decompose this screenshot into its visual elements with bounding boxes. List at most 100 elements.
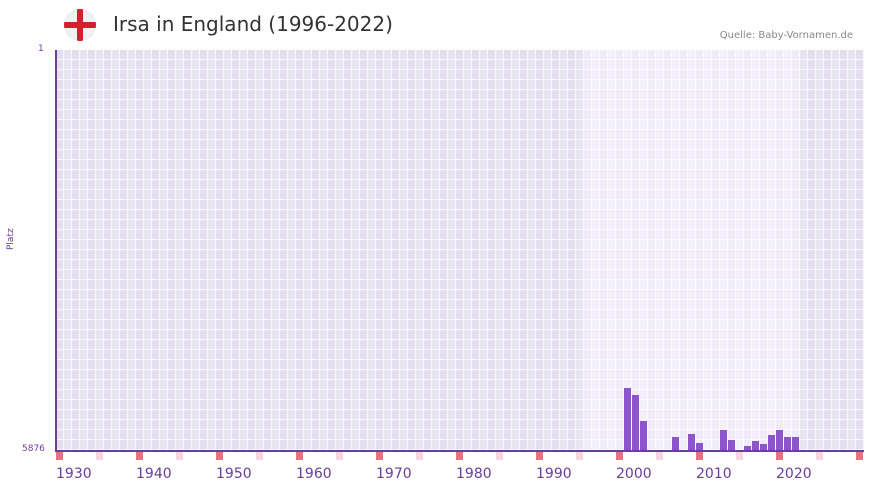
grid-column (544, 50, 552, 450)
grid-column (512, 50, 520, 450)
y-tick-bottom: 5876 (22, 444, 45, 454)
grid-column (272, 50, 280, 450)
half-decade-marker (336, 452, 343, 460)
grid-column (632, 50, 640, 450)
grid-column (232, 50, 240, 450)
bar-2001[interactable] (624, 387, 631, 450)
decade-marker (776, 452, 783, 460)
grid-column (616, 50, 624, 450)
grid-column (376, 50, 384, 450)
half-decade-marker (576, 452, 583, 460)
grid-column (856, 50, 864, 450)
grid-column (392, 50, 400, 450)
grid-column (312, 50, 320, 450)
grid-column (848, 50, 856, 450)
grid-column (184, 50, 192, 450)
grid-column (256, 50, 264, 450)
bar-2009[interactable] (688, 433, 695, 450)
x-tick-label: 1980 (456, 466, 492, 482)
grid-column (192, 50, 200, 450)
grid-column (688, 50, 696, 450)
grid-column (424, 50, 432, 450)
grid-column (248, 50, 256, 450)
grid-column (608, 50, 616, 450)
grid-column (816, 50, 824, 450)
bar-2003[interactable] (640, 420, 647, 450)
grid-column (448, 50, 456, 450)
grid-column (552, 50, 560, 450)
bar-2017[interactable] (752, 440, 759, 450)
grid-column (504, 50, 512, 450)
grid-column (64, 50, 72, 450)
grid-column (264, 50, 272, 450)
grid-column (696, 50, 704, 450)
decade-marker (696, 452, 703, 460)
grid-column (592, 50, 600, 450)
grid-column (440, 50, 448, 450)
grid-column (320, 50, 328, 450)
grid-column (744, 50, 752, 450)
grid-column (288, 50, 296, 450)
bar-2014[interactable] (728, 440, 735, 450)
grid-column (496, 50, 504, 450)
grid-column (352, 50, 360, 450)
grid-column (784, 50, 792, 450)
half-decade-marker (816, 452, 823, 460)
chart-title: Irsa in England (1996-2022) (113, 12, 393, 36)
bar-2022[interactable] (792, 436, 799, 450)
grid-column (136, 50, 144, 450)
bar-2010[interactable] (696, 442, 703, 450)
grid-column (416, 50, 424, 450)
bar-2016[interactable] (744, 445, 751, 450)
grid-column (400, 50, 408, 450)
y-axis-title: Platz (6, 228, 16, 250)
grid-column (536, 50, 544, 450)
grid-column (104, 50, 112, 450)
half-decade-marker (176, 452, 183, 460)
grid-column (480, 50, 488, 450)
grid-column (408, 50, 416, 450)
grid-column (656, 50, 664, 450)
bar-2020[interactable] (776, 429, 783, 450)
x-axis-line (55, 450, 864, 452)
bar-2013[interactable] (720, 429, 727, 450)
grid-column (584, 50, 592, 450)
half-decade-marker (736, 452, 743, 460)
grid-column (624, 50, 632, 450)
bar-2002[interactable] (632, 394, 639, 450)
bar-2019[interactable] (768, 434, 775, 450)
grid-column (760, 50, 768, 450)
decade-marker (456, 452, 463, 460)
grid-column (520, 50, 528, 450)
grid-column (304, 50, 312, 450)
grid-column (168, 50, 176, 450)
grid-column (704, 50, 712, 450)
grid-column (736, 50, 744, 450)
grid-column (176, 50, 184, 450)
half-decade-marker (96, 452, 103, 460)
grid-column (128, 50, 136, 450)
decade-marker (856, 452, 863, 460)
grid-column (528, 50, 536, 450)
decade-marker (616, 452, 623, 460)
source-credit: Quelle: Baby-Vornamen.de (719, 30, 853, 41)
bar-2021[interactable] (784, 436, 791, 450)
x-tick-label: 1990 (536, 466, 572, 482)
grid-column (208, 50, 216, 450)
grid-column (600, 50, 608, 450)
decade-marker (136, 452, 143, 460)
bar-2018[interactable] (760, 443, 767, 450)
grid-column (728, 50, 736, 450)
grid-column (720, 50, 728, 450)
grid-column (144, 50, 152, 450)
x-tick-label: 1960 (296, 466, 332, 482)
grid-column (792, 50, 800, 450)
y-tick-top: 1 (38, 44, 44, 54)
grid-column (664, 50, 672, 450)
bar-2007[interactable] (672, 436, 679, 450)
x-tick-label: 2000 (616, 466, 652, 482)
grid-column (488, 50, 496, 450)
decade-marker (536, 452, 543, 460)
x-tick-label: 1950 (216, 466, 252, 482)
grid-column (360, 50, 368, 450)
